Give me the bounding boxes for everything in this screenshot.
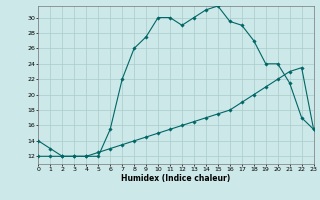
- X-axis label: Humidex (Indice chaleur): Humidex (Indice chaleur): [121, 174, 231, 183]
